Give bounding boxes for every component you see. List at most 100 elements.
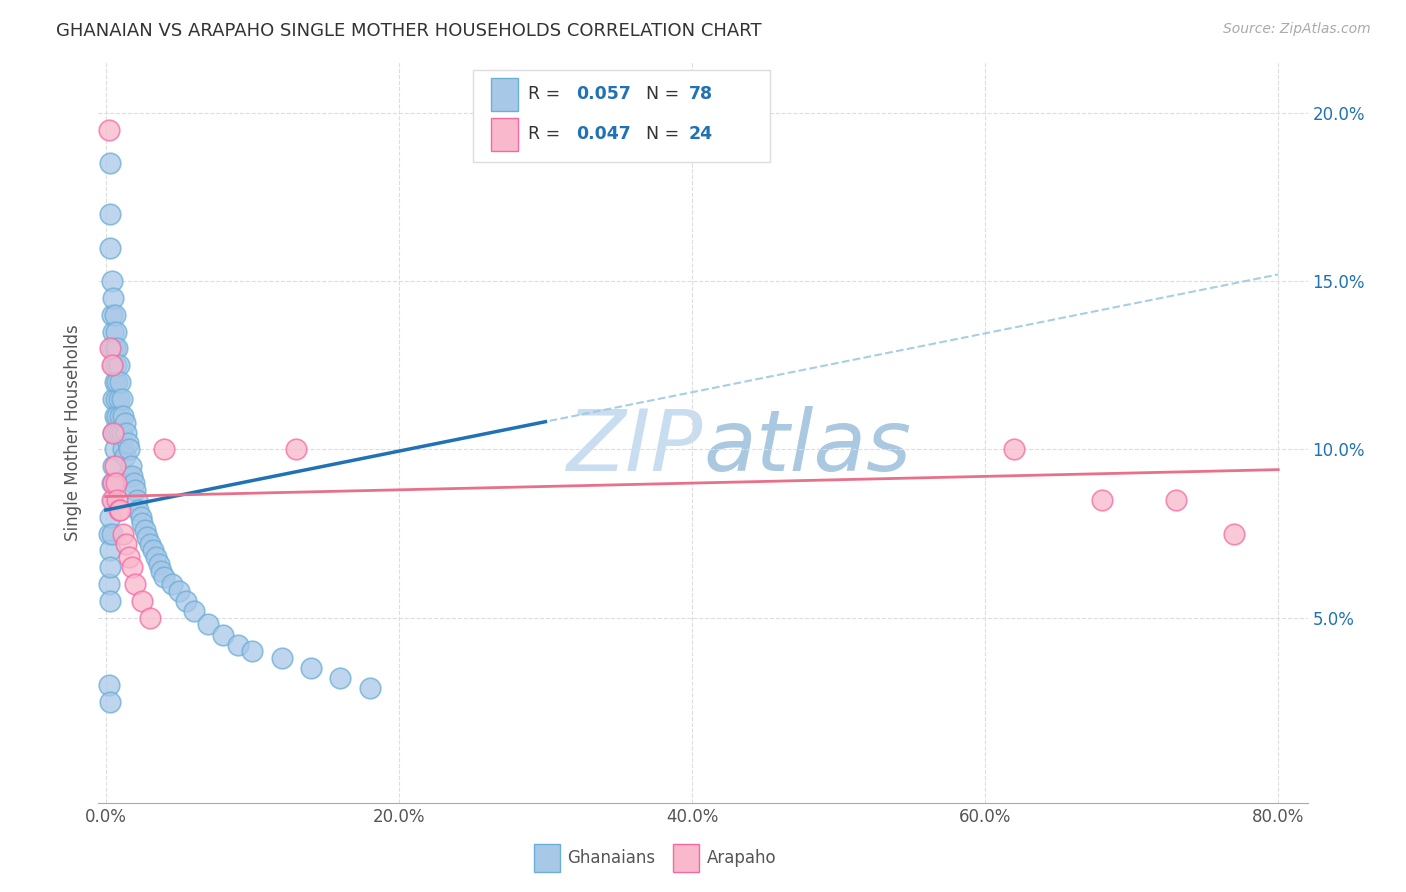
Point	[101, 492, 124, 507]
Point	[108, 503, 131, 517]
Point	[100, 274, 122, 288]
Point	[142, 543, 165, 558]
Point	[148, 557, 170, 571]
Point	[115, 536, 138, 550]
Point	[97, 577, 120, 591]
Text: 78: 78	[689, 86, 713, 103]
Point	[103, 342, 125, 356]
Point	[176, 594, 198, 608]
Point	[135, 530, 157, 544]
Point	[103, 409, 125, 423]
Text: Source: ZipAtlas.com: Source: ZipAtlas.com	[1223, 22, 1371, 37]
Point	[101, 425, 124, 440]
Point	[98, 509, 121, 524]
Point	[114, 449, 136, 463]
Point	[100, 359, 122, 373]
Point	[138, 536, 160, 550]
Point	[108, 392, 131, 406]
Text: ZIP: ZIP	[567, 406, 703, 489]
Point	[101, 291, 124, 305]
Point	[131, 594, 153, 608]
Point	[212, 627, 235, 641]
Point	[110, 375, 132, 389]
Point	[1004, 442, 1026, 457]
Point	[105, 325, 128, 339]
Point	[129, 509, 152, 524]
FancyBboxPatch shape	[474, 70, 769, 162]
Point	[98, 695, 121, 709]
Point	[98, 560, 121, 574]
Point	[153, 442, 176, 457]
Point	[101, 359, 124, 373]
Point	[127, 503, 149, 517]
Point	[97, 678, 120, 692]
Point	[103, 308, 125, 322]
Point	[125, 492, 148, 507]
Text: 0.057: 0.057	[576, 86, 631, 103]
Text: 0.047: 0.047	[576, 125, 631, 144]
Point	[115, 425, 138, 440]
Point	[299, 661, 322, 675]
Point	[101, 392, 124, 406]
FancyBboxPatch shape	[492, 78, 517, 111]
Point	[105, 476, 128, 491]
Point	[112, 409, 135, 423]
FancyBboxPatch shape	[492, 118, 517, 151]
Text: N =: N =	[647, 125, 685, 144]
Point	[98, 240, 121, 254]
Point	[105, 392, 128, 406]
Point	[131, 516, 153, 531]
Point	[150, 564, 173, 578]
Point	[103, 442, 125, 457]
Point	[118, 442, 141, 457]
Point	[103, 459, 125, 474]
Point	[183, 604, 205, 618]
Text: R =: R =	[527, 125, 565, 144]
Point	[110, 503, 132, 517]
Point	[105, 359, 128, 373]
Point	[111, 425, 134, 440]
Text: GHANAIAN VS ARAPAHO SINGLE MOTHER HOUSEHOLDS CORRELATION CHART: GHANAIAN VS ARAPAHO SINGLE MOTHER HOUSEH…	[56, 22, 762, 40]
Point	[121, 469, 143, 483]
Point	[97, 122, 120, 136]
Text: Ghanaians: Ghanaians	[568, 849, 655, 867]
Point	[98, 207, 121, 221]
Point	[100, 492, 122, 507]
Point	[100, 526, 122, 541]
Point	[117, 469, 139, 483]
Point	[112, 526, 135, 541]
Point	[124, 577, 146, 591]
Point	[120, 459, 142, 474]
Point	[101, 425, 124, 440]
Point	[167, 583, 190, 598]
Point	[1223, 526, 1246, 541]
Point	[117, 435, 139, 450]
Text: R =: R =	[527, 86, 565, 103]
Text: Arapaho: Arapaho	[707, 849, 776, 867]
Point	[100, 476, 122, 491]
Point	[134, 523, 156, 537]
FancyBboxPatch shape	[672, 844, 699, 872]
Point	[101, 459, 124, 474]
Point	[1164, 492, 1187, 507]
Point	[1091, 492, 1114, 507]
Text: atlas: atlas	[703, 406, 911, 489]
Point	[112, 442, 135, 457]
Point	[329, 671, 352, 685]
Point	[145, 550, 167, 565]
Point	[107, 375, 129, 389]
Point	[107, 342, 129, 356]
Point	[107, 492, 129, 507]
Text: N =: N =	[647, 86, 685, 103]
Point	[110, 409, 132, 423]
Point	[270, 651, 292, 665]
Point	[124, 483, 146, 497]
Point	[108, 359, 131, 373]
Point	[97, 526, 120, 541]
Point	[100, 342, 122, 356]
Point	[240, 644, 263, 658]
Y-axis label: Single Mother Households: Single Mother Households	[65, 325, 83, 541]
Point	[98, 543, 121, 558]
Point	[98, 342, 121, 356]
Point	[101, 325, 124, 339]
